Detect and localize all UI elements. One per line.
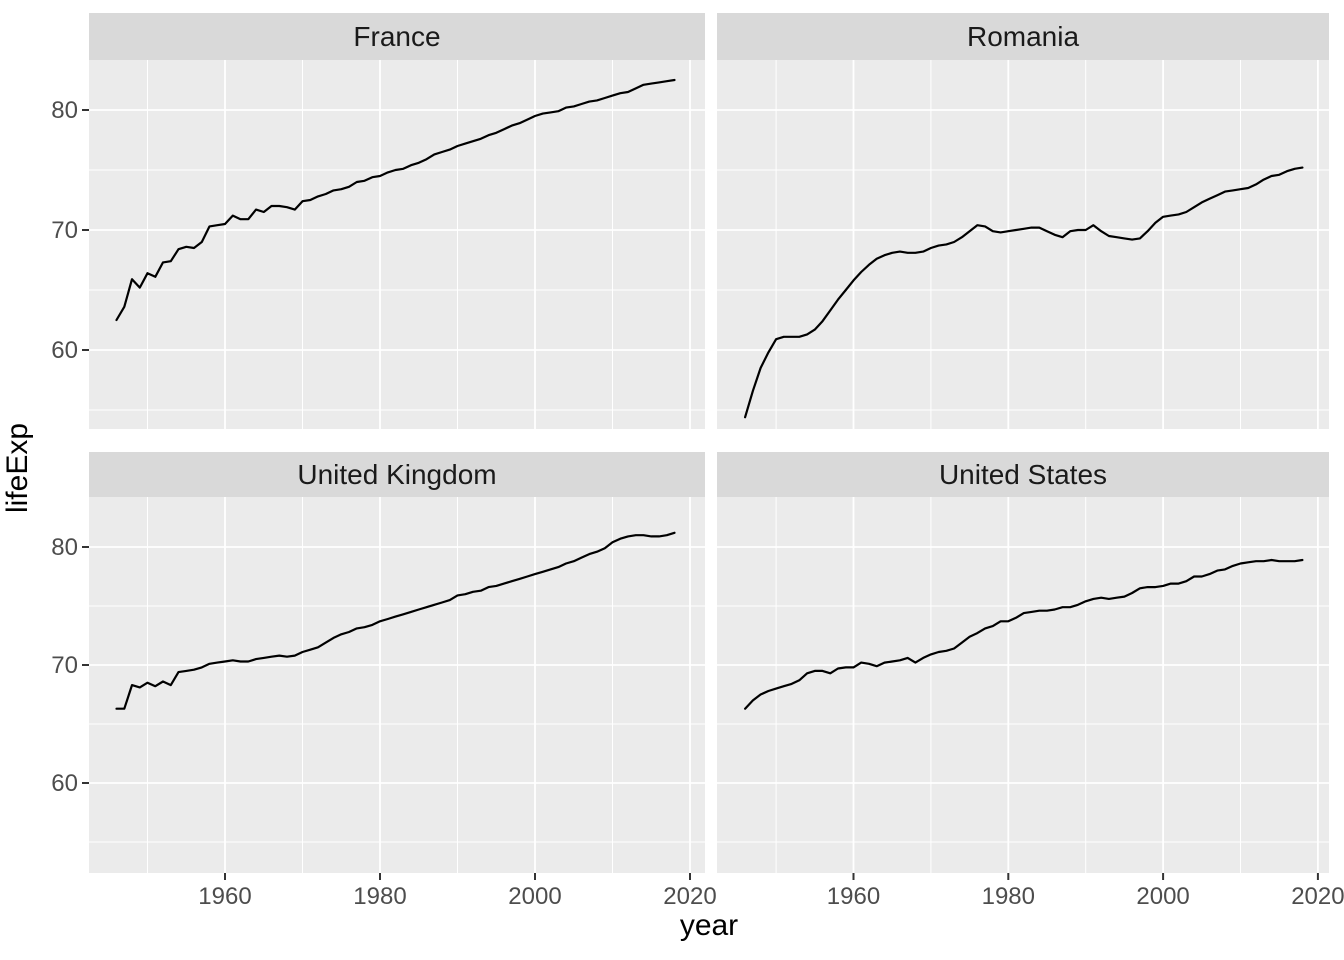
x-axis-tick-label: 2000 <box>1136 883 1189 910</box>
x-axis-tick-label: 2000 <box>508 883 561 910</box>
panel-background <box>89 497 705 873</box>
x-axis-tick-label: 1960 <box>827 883 880 910</box>
y-axis-tick-label: 70 <box>51 652 78 679</box>
facet-title-france: France <box>353 20 441 52</box>
facet-strip-united-states: United States <box>717 452 1329 497</box>
series-line-united-kingdom <box>115 531 676 710</box>
x-axis-tick-label: 1980 <box>982 883 1035 910</box>
y-axis-tick-label: 60 <box>51 337 78 364</box>
series-line-romania <box>743 166 1304 419</box>
panel-background <box>717 497 1329 873</box>
y-axis-title: lifeExp <box>1 422 34 514</box>
y-axis-tick-label: 80 <box>51 97 78 124</box>
series-line-united-states <box>743 558 1304 710</box>
facet-title-romania: Romania <box>966 20 1080 52</box>
panel-background <box>89 60 705 429</box>
x-axis-tick-label: 2020 <box>1291 883 1344 910</box>
panel-background <box>717 60 1329 429</box>
x-axis-tick-label: 1980 <box>353 883 406 910</box>
facet-strip-united-kingdom: United Kingdom <box>89 452 705 497</box>
y-axis-tick-label: 80 <box>51 534 78 561</box>
facet-title-united-states: United States <box>938 458 1108 490</box>
facet-title-united-kingdom: United Kingdom <box>297 458 497 490</box>
x-axis-title: year <box>679 909 739 942</box>
x-axis-tick-label: 1960 <box>198 883 251 910</box>
facet-strip-france: France <box>89 13 705 60</box>
facet-strip-romania: Romania <box>717 13 1329 60</box>
series-line-france <box>115 78 676 322</box>
x-axis-tick-label: 2020 <box>663 883 716 910</box>
y-axis-tick-label: 70 <box>51 217 78 244</box>
y-axis-tick-label: 60 <box>51 770 78 797</box>
